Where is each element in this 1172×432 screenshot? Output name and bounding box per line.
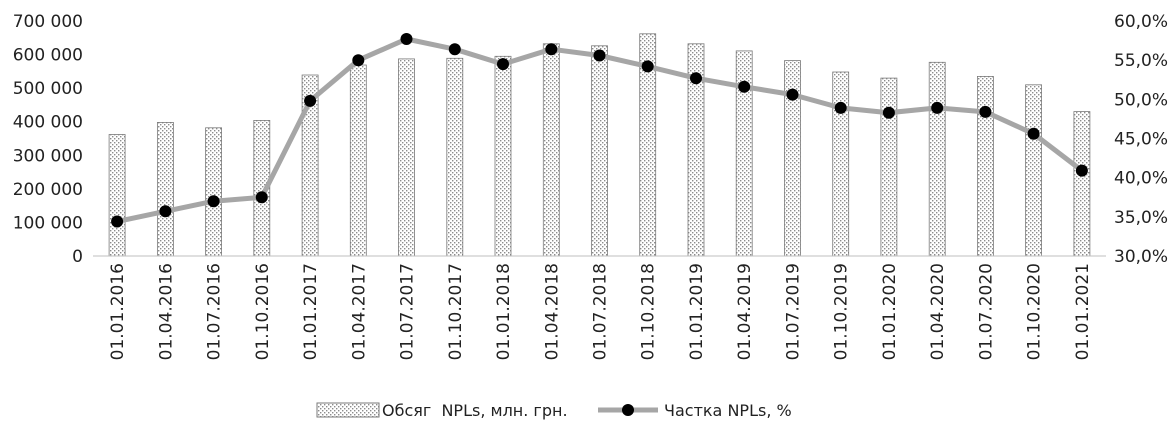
bar — [977, 76, 994, 257]
x-tick-label: 01.10.2020 — [1025, 263, 1045, 360]
line-point — [1027, 127, 1040, 140]
x-tick-label: 01.10.2019 — [832, 263, 852, 360]
y-right-tick-labels: 30,0% 35,0% 40,0% 45,0% 50,0% 55,0% 60,0% — [1114, 12, 1168, 267]
x-tick-label: 01.01.2019 — [687, 263, 707, 360]
y-left-tick-label: 700 000 — [13, 12, 83, 32]
y-left-tick-label: 100 000 — [13, 213, 83, 233]
y-left-tick-label: 0 — [72, 247, 83, 267]
bar — [108, 134, 126, 257]
bar — [928, 61, 946, 257]
y-right-tick-label: 60,0% — [1114, 12, 1168, 32]
y-right-tick-label: 40,0% — [1114, 169, 1168, 189]
y-right-tick-label: 35,0% — [1114, 208, 1168, 228]
line-point — [593, 49, 606, 62]
x-tick-label: 01.04.2017 — [349, 263, 369, 360]
bar — [494, 55, 512, 257]
x-tick-label: 01.04.2018 — [542, 263, 562, 360]
y-left-tick-label: 500 000 — [13, 79, 83, 99]
bar — [1073, 111, 1091, 257]
line-point — [255, 191, 268, 204]
legend-line-label: Частка NPLs, % — [664, 401, 792, 420]
legend-bar-swatch — [316, 402, 380, 418]
x-tick-label: 01.01.2020 — [880, 263, 900, 360]
x-tick-label: 01.10.2017 — [446, 263, 466, 360]
line-point — [159, 205, 172, 218]
line-point — [1075, 164, 1088, 177]
legend: Обсяг NPLs, млн. грн. Частка NPLs, % — [316, 401, 792, 420]
y-left-tick-label: 300 000 — [13, 146, 83, 166]
x-tick-label: 01.07.2017 — [398, 263, 418, 360]
bar — [349, 64, 367, 257]
x-tick-label: 01.07.2019 — [784, 263, 804, 360]
x-tick-label: 01.01.2016 — [108, 263, 128, 360]
x-tick-label: 01.07.2018 — [591, 263, 611, 360]
bar — [591, 45, 608, 257]
y-right-tick-label: 30,0% — [1114, 247, 1168, 267]
line-point — [304, 94, 317, 107]
line-point — [690, 72, 702, 85]
y-left-tick-label: 400 000 — [13, 113, 83, 133]
line-point — [207, 195, 220, 208]
line-point — [882, 106, 895, 119]
bar — [156, 122, 174, 257]
bar — [542, 43, 560, 257]
line-point — [641, 60, 654, 73]
legend-line-marker — [622, 404, 634, 416]
line-point — [834, 101, 847, 114]
line-point — [352, 54, 365, 67]
line-point — [111, 215, 124, 228]
x-tick-label: 01.01.2018 — [494, 263, 514, 360]
line-series — [111, 33, 1088, 228]
bar — [880, 77, 898, 257]
legend-bar-label: Обсяг NPLs, млн. грн. — [382, 401, 568, 420]
line-point — [979, 105, 992, 118]
x-tick-label: 01.04.2016 — [156, 263, 176, 360]
bar — [832, 71, 850, 257]
bar-series — [108, 33, 1091, 257]
y-right-tick-label: 55,0% — [1114, 51, 1168, 71]
bar — [1025, 84, 1042, 257]
y-left-tick-labels: 0 100 000 200 000 300 000 400 000 500 000 600 … — [13, 12, 83, 267]
y-right-tick-label: 50,0% — [1114, 90, 1168, 110]
bar — [446, 57, 464, 257]
y-right-tick-label: 45,0% — [1114, 130, 1168, 150]
line-point — [931, 101, 944, 114]
x-tick-label: 01.07.2016 — [205, 263, 225, 360]
x-tick-label: 01.04.2019 — [735, 263, 755, 360]
x-tick-label: 01.04.2020 — [928, 263, 948, 360]
x-tick-label: 01.01.2017 — [301, 263, 321, 360]
line-point — [448, 43, 461, 56]
line-point — [786, 88, 799, 101]
x-tick-label: 01.10.2018 — [639, 263, 659, 360]
line-point — [400, 33, 413, 45]
x-tick-label: 01.07.2020 — [976, 263, 996, 360]
x-tick-labels: 01.01.2016 01.04.2016 01.07.2016 01.10.2016… — [108, 263, 1093, 360]
line-point — [497, 58, 509, 71]
bar — [205, 127, 223, 257]
bar — [398, 58, 415, 257]
line-point — [545, 43, 558, 56]
y-left-tick-label: 200 000 — [13, 180, 83, 200]
x-tick-label: 01.10.2016 — [253, 263, 273, 360]
line-point — [738, 80, 751, 93]
y-left-tick-label: 600 000 — [13, 46, 83, 66]
x-tick-label: 01.01.2021 — [1073, 263, 1093, 360]
